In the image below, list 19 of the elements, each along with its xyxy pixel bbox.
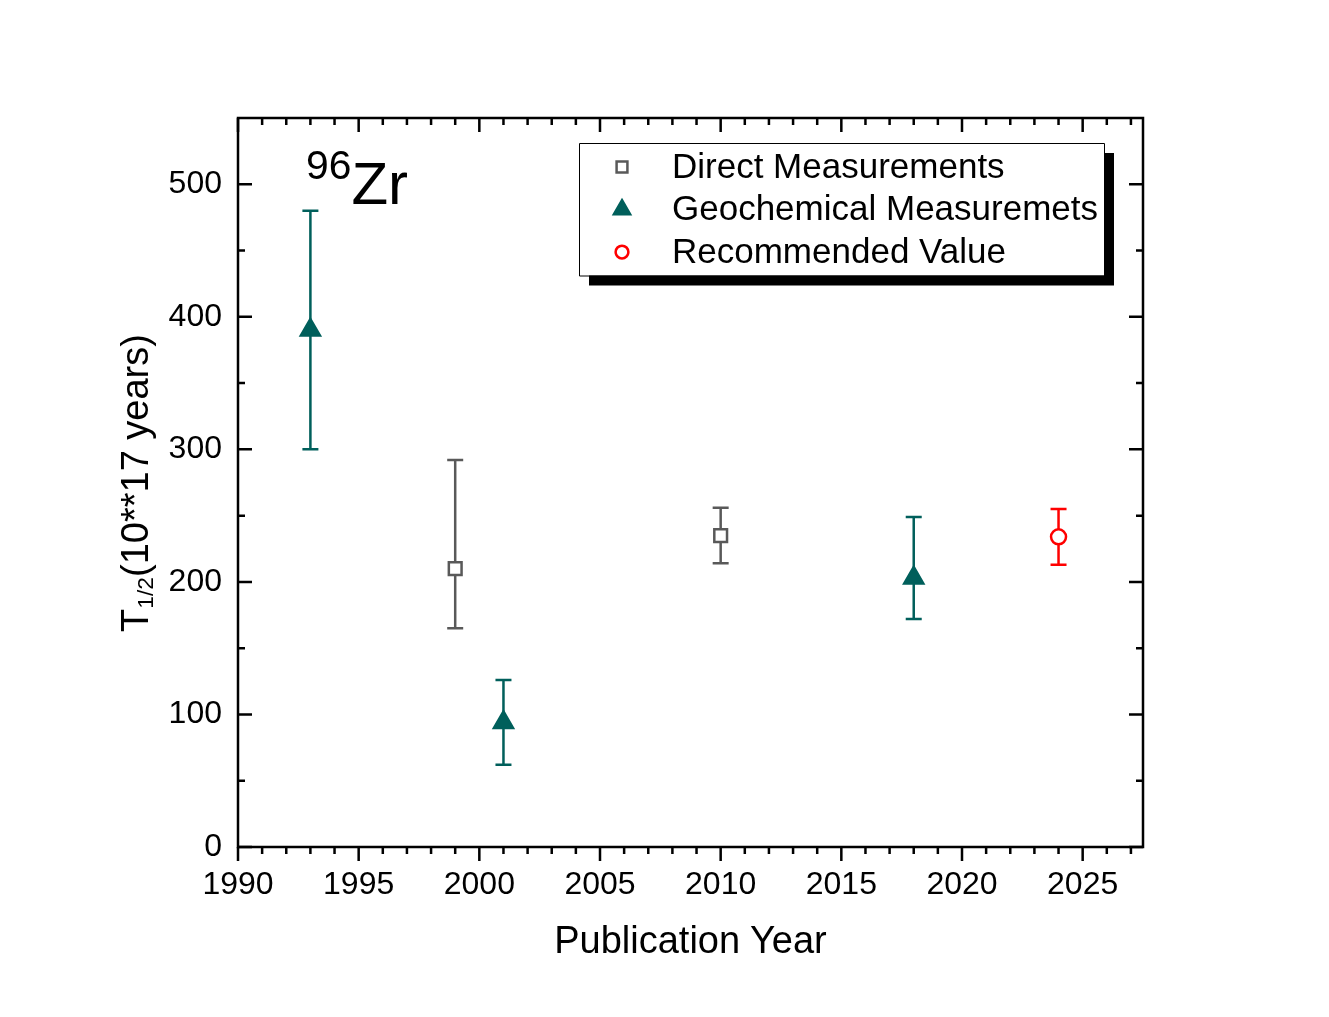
y-tick-label: 100 [168,694,222,731]
x-tick-label: 1995 [323,865,395,902]
legend-label: Direct Measurements [672,145,1005,185]
y-tick-label: 400 [168,296,222,333]
x-tick-label: 2005 [564,865,636,902]
y-tick-label: 500 [168,164,222,201]
y-tick-label: 200 [168,561,222,598]
legend-label: Geochemical Measuremets [672,188,1098,228]
legend-label: Recommended Value [672,230,1006,270]
annotation: $^{96}$Zr [306,141,409,217]
x-tick-label: 2010 [685,865,757,902]
x-tick-label: 1990 [202,865,274,902]
x-tick-label: 2020 [926,865,998,902]
x-tick-label: 2025 [1047,865,1119,902]
x-tick-label: 2000 [443,865,515,902]
x-tick-label: 2015 [805,865,877,902]
x-axis-title: Publication Year [553,919,828,961]
y-tick-label: 300 [168,429,222,466]
y-tick-label: 0 [204,826,222,863]
